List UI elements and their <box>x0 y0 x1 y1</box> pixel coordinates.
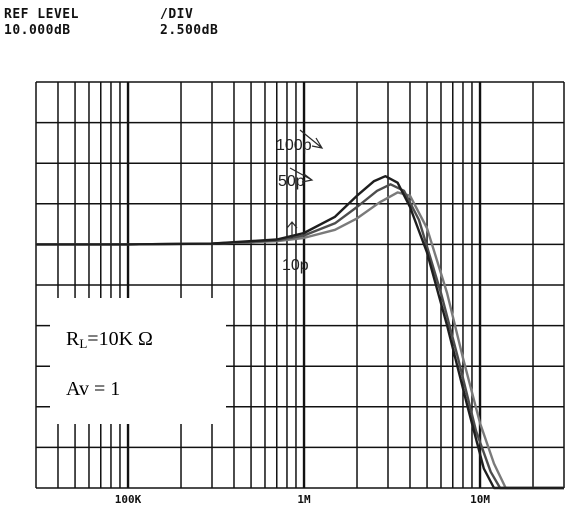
gain-label: Av = 1 <box>66 378 121 400</box>
rl-symbol: R <box>66 328 80 350</box>
pointer-mark <box>286 221 298 238</box>
series-label-100p: 100p <box>276 137 312 154</box>
ref-level-value: 10.000dB <box>4 23 71 38</box>
pointer-mark <box>289 167 314 183</box>
annotation-box: RL=10K Ω Av = 1 <box>50 298 226 424</box>
pointer-mark <box>299 129 324 149</box>
x-tick-label: 10M <box>470 493 490 506</box>
load-resistance-label: RL=10K Ω <box>66 328 153 352</box>
x-tick-labels: 100K 1M 10M <box>115 493 491 506</box>
div-value: 2.500dB <box>160 23 219 38</box>
series-label-10p: 10p <box>282 257 309 274</box>
series-line-100p <box>36 174 564 490</box>
series-labels: 100p 50p 10p <box>276 137 312 274</box>
series-markers <box>286 129 324 238</box>
series-label-50p: 50p <box>278 173 305 190</box>
rl-value: =10K Ω <box>87 328 153 350</box>
chart-series-group <box>36 174 564 490</box>
ref-level-label: REF LEVEL <box>4 7 79 22</box>
x-tick-label: 100K <box>115 493 142 506</box>
rl-subscript: L <box>79 336 88 351</box>
div-label: /DIV <box>160 7 194 22</box>
x-tick-label: 1M <box>297 493 311 506</box>
